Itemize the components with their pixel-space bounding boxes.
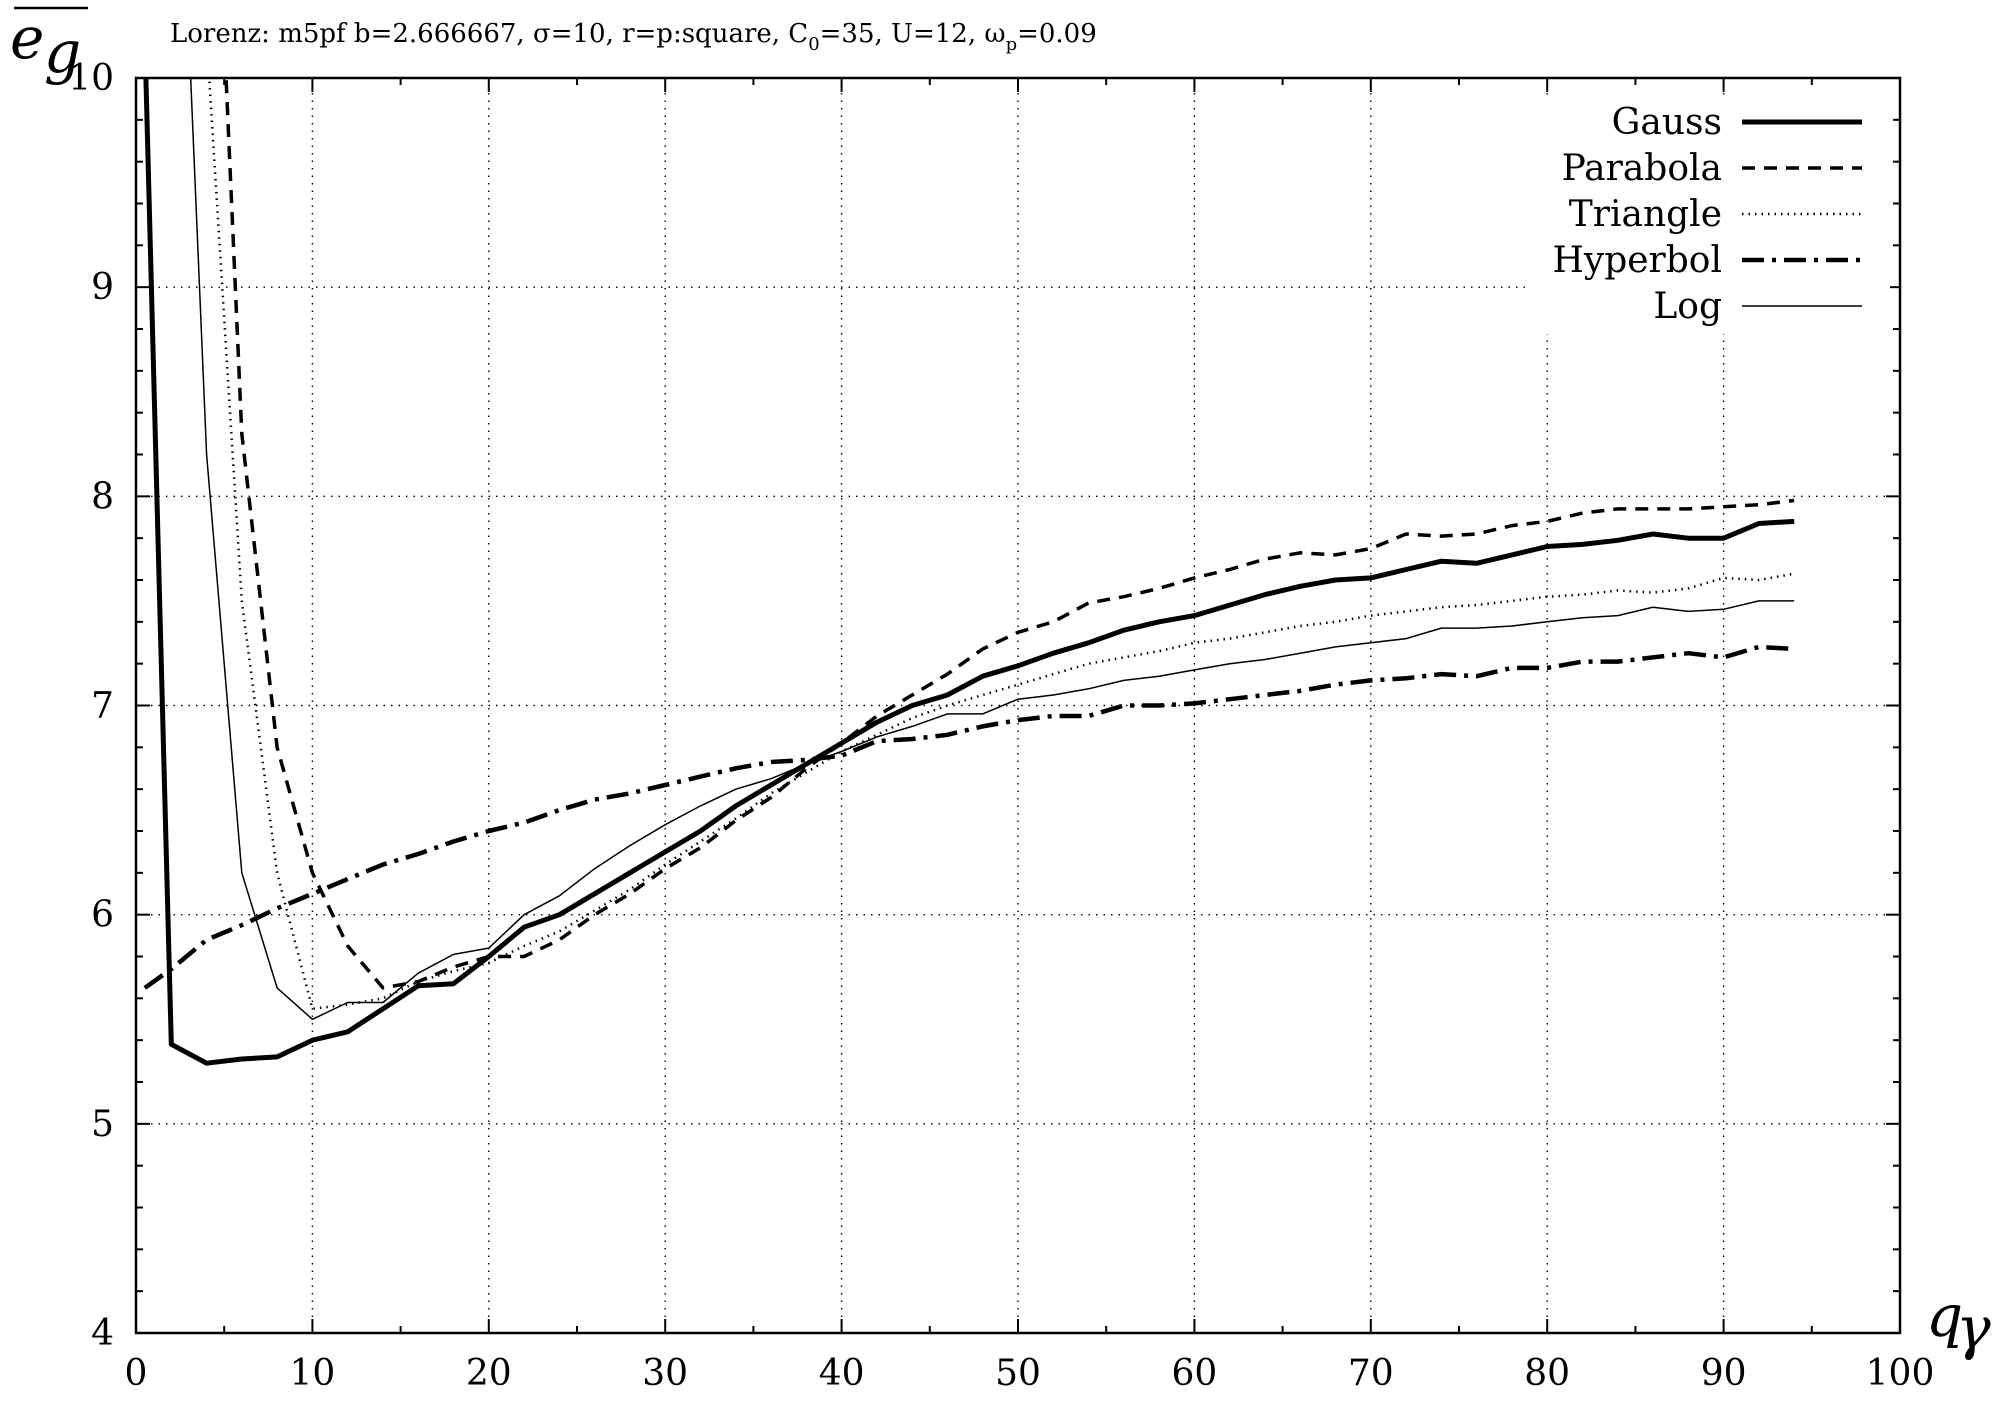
y-tick-label: 5	[91, 1104, 114, 1145]
legend-box	[1528, 96, 1890, 334]
svg-text:q: q	[1926, 1282, 1963, 1350]
series-lines	[143, 78, 1795, 1066]
legend: Gauss Parabola Triangle Hyperbol Log	[1552, 102, 1862, 327]
y-tick-labels: 4 5 6 7 8 9 10	[68, 58, 114, 1354]
x-tick-label: 90	[1701, 1353, 1747, 1394]
legend-label: Parabola	[1562, 148, 1722, 189]
x-tick-label: 10	[289, 1353, 335, 1394]
y-tick-label: 4	[91, 1313, 114, 1354]
x-tick-label: 80	[1524, 1353, 1570, 1394]
plot-frame	[134, 76, 1902, 1335]
svg-text:e: e	[10, 4, 44, 72]
y-tick-label: 8	[91, 476, 114, 517]
y-tick-label: 6	[91, 895, 114, 936]
series-line-parabola	[224, 78, 1795, 990]
legend-label: Hyperbol	[1552, 240, 1722, 281]
x-tick-label: 20	[466, 1353, 512, 1394]
legend-label: Gauss	[1612, 102, 1722, 143]
y-tick-label: 10	[68, 58, 114, 99]
legend-label: Triangle	[1569, 194, 1722, 235]
x-tick-labels: 0 10 20 30 40 50 60 70 80 90 100	[125, 1353, 1935, 1394]
x-tick-label: 40	[819, 1353, 865, 1394]
x-tick-label: 0	[125, 1353, 148, 1394]
x-tick-label: 70	[1348, 1353, 1394, 1394]
legend-background	[1528, 96, 1890, 334]
svg-text:γ: γ	[1956, 1294, 1991, 1362]
y-tick-label: 9	[91, 267, 114, 308]
y-tick-label: 7	[91, 686, 114, 727]
y-axis-label: e g	[10, 4, 88, 86]
series-line-gauss	[143, 78, 1795, 1066]
x-tick-label: 50	[995, 1353, 1041, 1394]
x-tick-label: 100	[1866, 1353, 1935, 1394]
x-tick-label: 60	[1171, 1353, 1217, 1394]
x-tick-label: 30	[642, 1353, 688, 1394]
svg-text:g: g	[44, 18, 81, 86]
series-line-log	[189, 78, 1795, 1021]
series-line-hyperbol	[143, 644, 1795, 990]
x-axis-label: q γ	[1926, 1282, 1991, 1362]
chart-title: Lorenz: m5pf b=2.666667, σ=10, r=p:squar…	[170, 19, 1097, 55]
legend-label: Log	[1653, 286, 1722, 327]
